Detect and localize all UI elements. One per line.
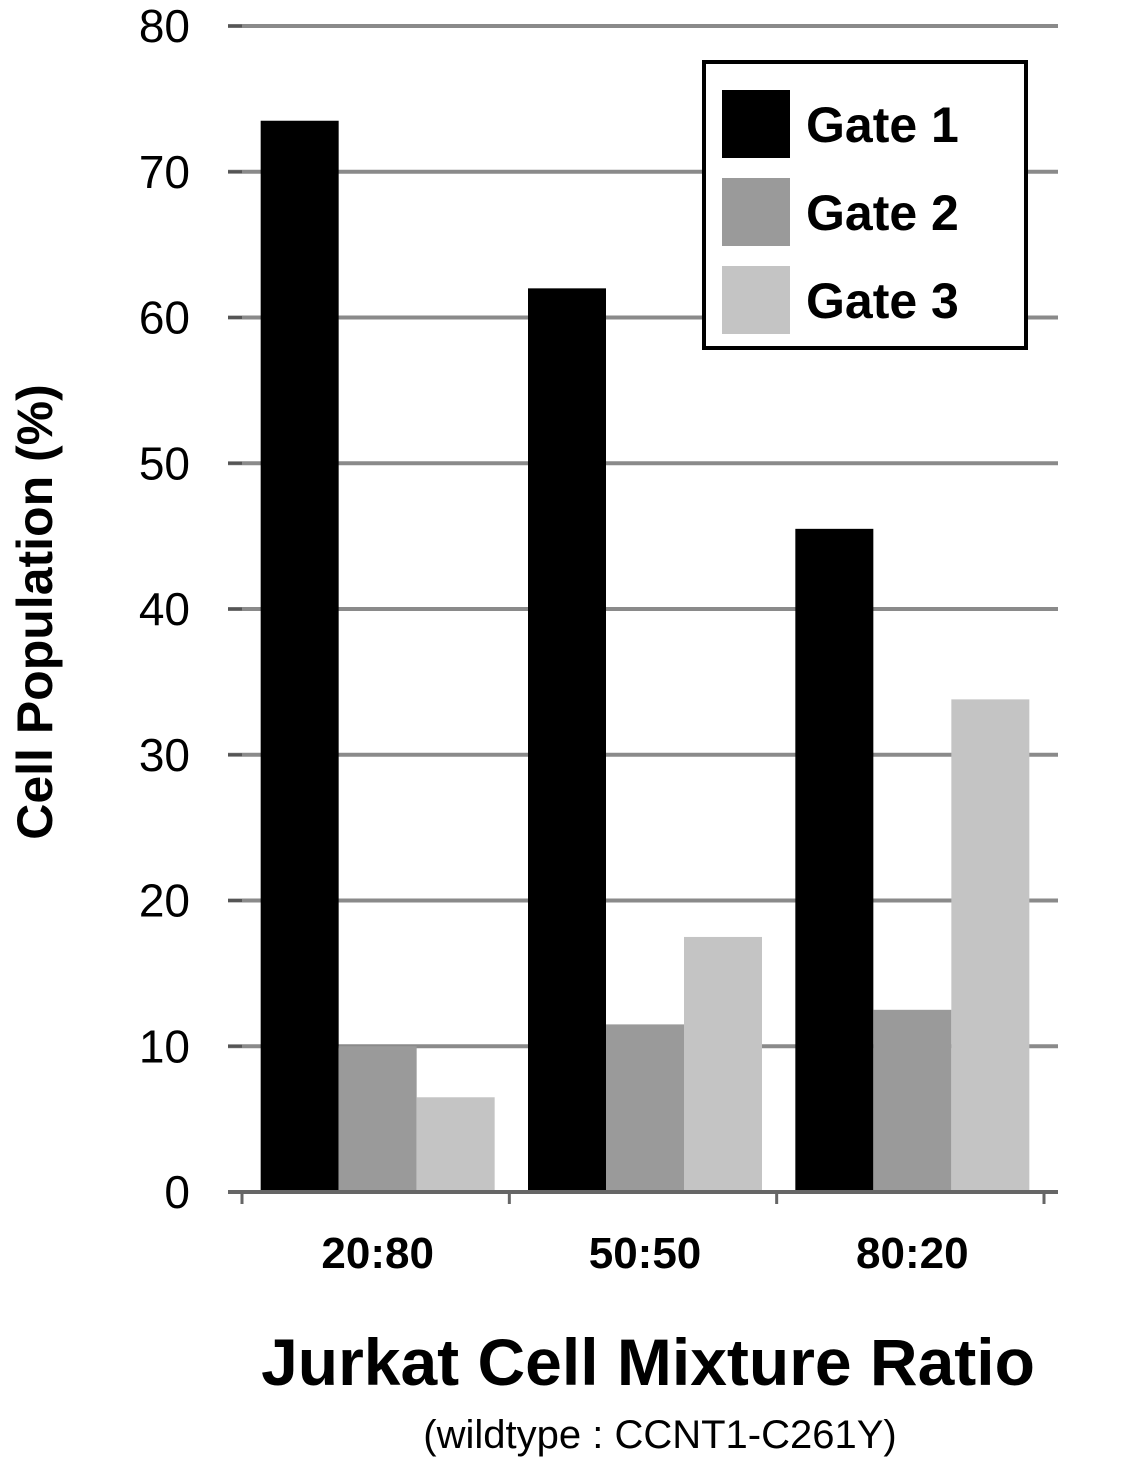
y-tick-label: 20 <box>139 875 190 927</box>
bar-gate-3-50-50 <box>684 936 762 1192</box>
y-tick-label: 10 <box>139 1020 190 1072</box>
y-tick-label: 70 <box>139 146 190 198</box>
legend-swatch <box>722 266 790 334</box>
y-tick-label: 30 <box>139 729 190 781</box>
bar-gate-2-80-20 <box>873 1009 952 1192</box>
x-axis-sublabel: (wildtype : CCNT1-C261Y) <box>423 1413 896 1457</box>
bar-gate-1-20-80 <box>260 120 339 1192</box>
bar-gate-1-50-50 <box>528 288 606 1193</box>
legend-label: Gate 1 <box>806 97 959 153</box>
category-label: 20:80 <box>321 1229 434 1278</box>
y-axis-label: Cell Population (%) <box>7 384 63 840</box>
legend-swatch <box>722 178 790 246</box>
y-tick-label: 50 <box>139 437 190 489</box>
category-label: 50:50 <box>589 1229 702 1278</box>
category-label: 80:20 <box>856 1229 969 1278</box>
legend-swatch <box>722 90 790 158</box>
y-tick-label: 60 <box>139 292 190 344</box>
bar-gate-3-20-80 <box>416 1097 495 1192</box>
y-tick-label: 0 <box>164 1166 190 1218</box>
bar-gate-2-50-50 <box>606 1024 684 1192</box>
legend-label: Gate 2 <box>806 185 959 241</box>
bar-gate-1-80-20 <box>795 528 874 1192</box>
category-labels: 20:80 50:50 80:20 <box>321 1229 968 1278</box>
bar-gate-3-80-20 <box>951 699 1030 1192</box>
bars <box>260 120 1030 1193</box>
legend-label: Gate 3 <box>806 273 959 329</box>
bar-gate-2-20-80 <box>338 1046 417 1192</box>
x-axis <box>228 1190 1058 1204</box>
legend: Gate 1 Gate 2 Gate 3 <box>702 60 1028 350</box>
y-tick-label: 40 <box>139 583 190 635</box>
y-axis-ticks: 0 10 20 30 40 50 60 70 80 <box>139 0 190 1218</box>
x-axis-label: Jurkat Cell Mixture Ratio <box>261 1325 1035 1399</box>
y-tick-label: 80 <box>139 0 190 52</box>
